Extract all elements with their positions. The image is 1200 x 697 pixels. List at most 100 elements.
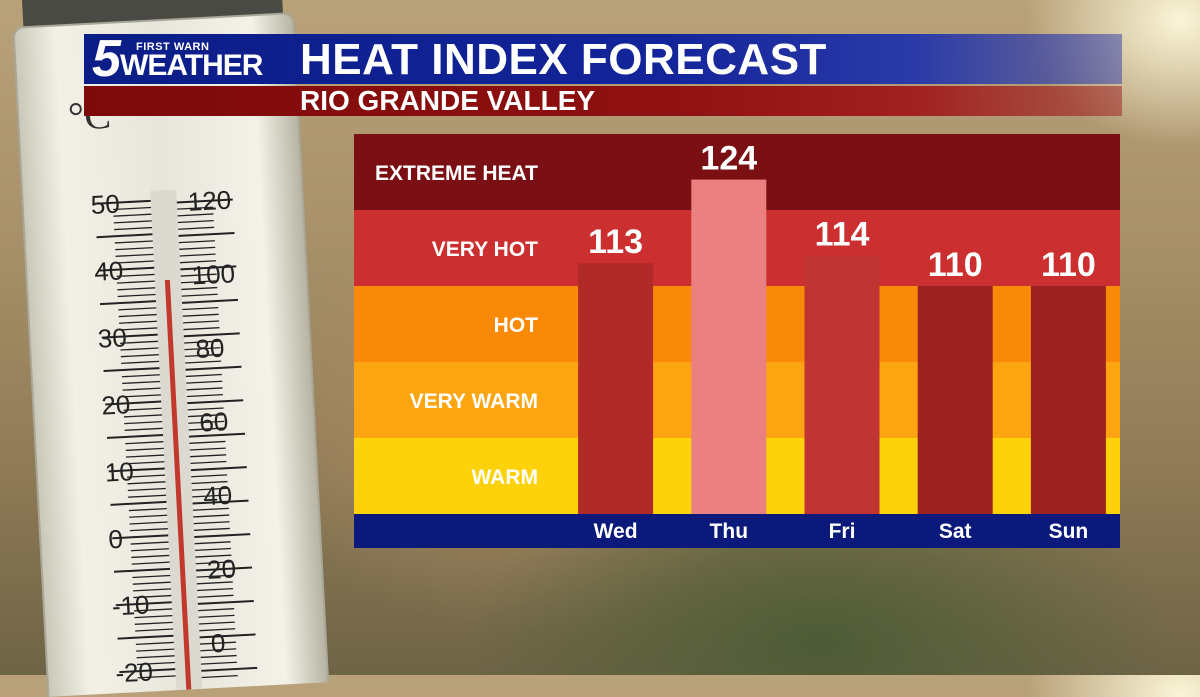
thermo-tick: [187, 399, 244, 405]
band-label: VERY HOT: [432, 238, 538, 261]
thermo-tick: [123, 407, 162, 411]
thermo-tick: [136, 661, 175, 666]
thermo-tick: [180, 273, 217, 277]
thermo-tick: [135, 641, 174, 646]
value-label: 113: [588, 223, 643, 261]
thermo-tick: [121, 360, 160, 365]
thermo-tick: [198, 621, 235, 625]
thermo-tick: [177, 219, 214, 224]
thermo-tick: [200, 661, 237, 665]
thermo-tick: [181, 286, 218, 291]
thermo-tick: [194, 533, 251, 538]
thermo-tick: [122, 380, 161, 385]
thermo-fahrenheit-label: 60: [199, 406, 229, 437]
thermo-tick: [188, 427, 225, 431]
thermo-tick: [185, 373, 222, 378]
value-label: 110: [928, 246, 983, 284]
thermo-tick: [192, 507, 229, 511]
thermo-tick: [129, 514, 168, 518]
thermo-tick: [186, 387, 223, 391]
thermo-tick: [130, 548, 169, 552]
thermo-tick: [190, 460, 227, 465]
thermo-tick: [133, 594, 172, 599]
heat-index-chart: EXTREME HEAT VERY HOT HOT VERY WARM WARM 113 W…: [354, 134, 1120, 548]
thermo-tick: [117, 634, 174, 640]
thermo-tick: [184, 347, 221, 351]
thermo-tick: [120, 354, 159, 358]
bar-wed: [578, 263, 654, 514]
thermo-tick: [190, 466, 247, 472]
thermo-celsius-label: 20: [101, 389, 131, 420]
thermo-tick: [127, 487, 166, 492]
thermo-celsius-label: 40: [94, 255, 124, 286]
thermo-tick: [110, 500, 167, 506]
thermo-tick: [112, 534, 169, 540]
thermo-tick: [135, 628, 174, 632]
thermo-fahrenheit-label: 120: [187, 185, 232, 217]
thermo-tick: [124, 427, 163, 431]
band-label: VERY WARM: [410, 390, 538, 413]
thermo-tick: [99, 300, 157, 306]
thermo-tick: [126, 461, 165, 465]
thermo-tick: [177, 206, 214, 210]
thermo-tick: [195, 547, 232, 552]
thermo-tick: [185, 365, 242, 371]
thermo-tick: [184, 353, 221, 357]
thermo-tick: [133, 588, 172, 592]
thermo-tick: [191, 480, 228, 485]
thermo-tick: [189, 440, 226, 444]
thermo-tick: [195, 561, 232, 565]
thermo-celsius-label: 30: [97, 322, 127, 353]
thermo-celsius-label: -10: [111, 589, 150, 621]
thermo-tick: [103, 367, 160, 373]
thermo-tick: [136, 655, 175, 659]
thermo-tick: [180, 265, 237, 271]
thermo-tick: [134, 615, 173, 619]
thermo-tick: [108, 467, 165, 473]
thermo-tick: [101, 333, 158, 339]
thermo-tick: [200, 654, 237, 659]
thermo-tick: [123, 414, 162, 418]
thermo-celsius-label: 50: [90, 188, 120, 219]
thermo-tick: [128, 507, 167, 512]
subtitle-bar: [84, 86, 1122, 116]
thermo-tick: [201, 666, 258, 672]
thermo-tick: [193, 527, 230, 531]
thermo-tick: [178, 226, 215, 230]
thermo-tick: [115, 601, 172, 607]
thermo-fahrenheit-label: 20: [206, 553, 236, 584]
thermo-tick: [183, 327, 220, 331]
thermo-tick: [118, 307, 157, 311]
thermo-tick: [199, 628, 236, 632]
bar-fri: [804, 255, 880, 514]
thermo-tick: [116, 273, 155, 278]
band-label: EXTREME HEAT: [375, 162, 538, 185]
thermo-tick: [179, 246, 216, 250]
thermo-tick: [119, 327, 158, 331]
thermo-tick: [105, 400, 162, 406]
thermo-tick: [187, 407, 224, 411]
day-label: Thu: [710, 520, 748, 543]
thermo-tick: [129, 528, 168, 532]
x-axis-bar: [354, 514, 1120, 548]
thermo-tick: [132, 574, 171, 579]
thermo-tick: [136, 648, 175, 652]
thermo-tick: [117, 287, 156, 291]
thermo-tick: [182, 298, 239, 304]
thermo-tick: [124, 420, 163, 425]
thermo-tick: [122, 387, 161, 391]
thermo-tick: [179, 260, 216, 264]
day-label: Fri: [829, 520, 856, 543]
thermo-tick: [128, 494, 167, 498]
thermo-tick: [119, 320, 158, 324]
thermo-tick: [189, 432, 246, 438]
thermo-tick: [183, 332, 240, 338]
thermo-tick: [193, 514, 230, 518]
thermo-tick: [186, 393, 223, 398]
thermo-tick: [196, 574, 233, 578]
thermo-tick: [113, 220, 152, 224]
thermo-tick: [195, 554, 232, 558]
thermo-tick: [192, 494, 229, 498]
thermo-tick: [178, 240, 215, 244]
thermo-tick: [98, 266, 155, 272]
